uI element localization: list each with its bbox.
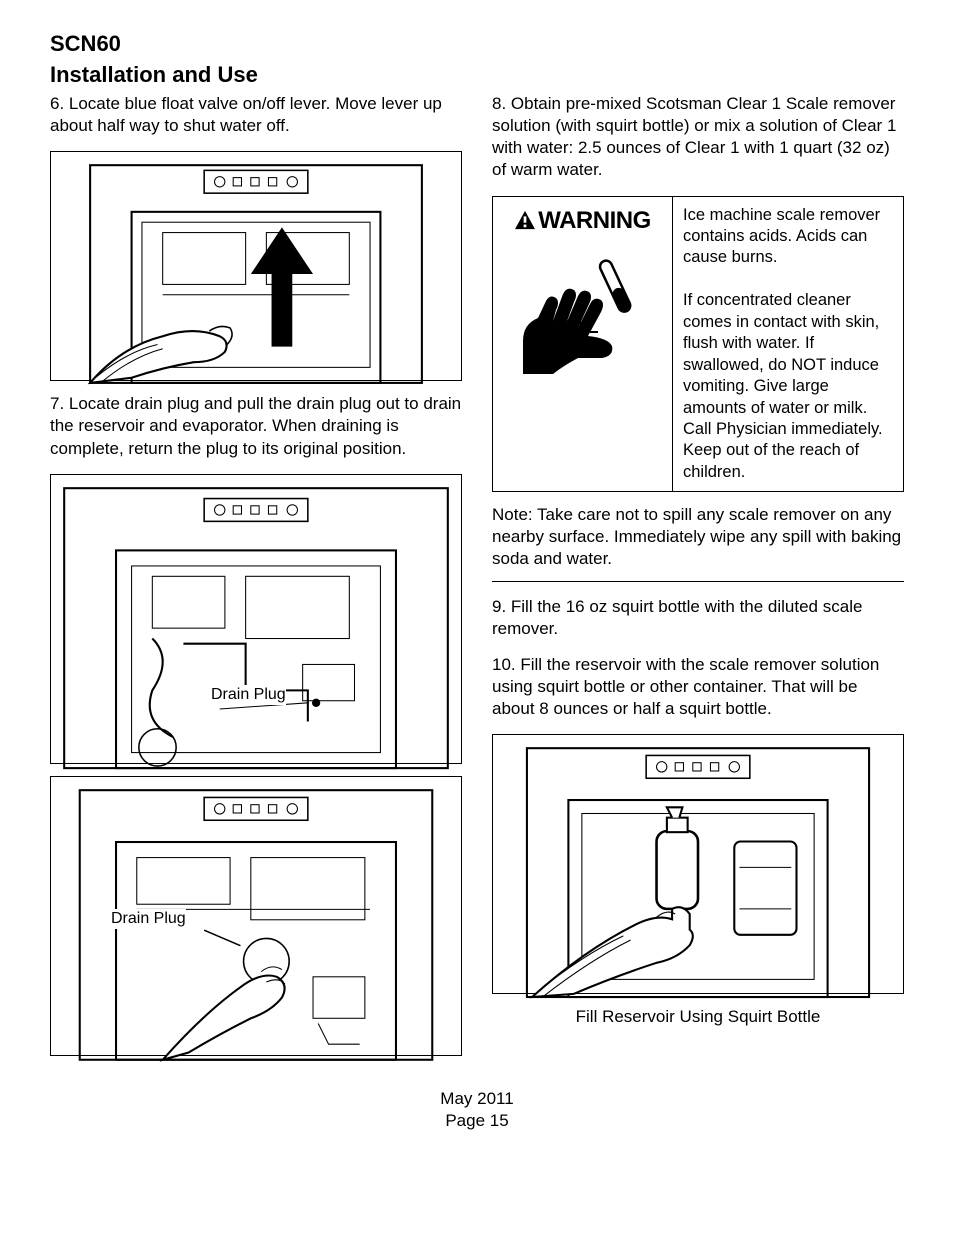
step-7-text: 7. Locate drain plug and pull the drain … (50, 393, 462, 459)
figure-drain-plug-wide: Drain Plug (50, 474, 462, 764)
figure-fill-reservoir (492, 734, 904, 994)
warning-right-panel: Ice machine scale remover contains acids… (673, 197, 903, 492)
left-column: 6. Locate blue float valve on/off lever.… (50, 93, 462, 1067)
warning-heading: WARNING (514, 205, 651, 236)
drain-plug-wide-svg (59, 483, 453, 773)
figure-caption: Fill Reservoir Using Squirt Bottle (492, 1006, 904, 1028)
step-10-text: 10. Fill the reservoir with the scale re… (492, 654, 904, 720)
step-6-text: 6. Locate blue float valve on/off lever.… (50, 93, 462, 137)
float-valve-svg (59, 160, 453, 388)
drain-plug-label-1: Drain Plug (211, 685, 286, 706)
warning-triangle-icon (514, 210, 536, 230)
section-title: Installation and Use (50, 61, 904, 90)
figure-drain-plug-closeup: Drain Plug (50, 776, 462, 1056)
step-8-text: 8. Obtain pre-mixed Scotsman Clear 1 Sca… (492, 93, 904, 181)
warning-paragraph-2: If concentrated cleaner comes in contact… (683, 290, 893, 483)
warning-left-panel: WARNING (493, 197, 673, 492)
drain-plug-label-2: Drain Plug (111, 909, 186, 930)
figure-float-valve (50, 151, 462, 381)
footer-date: May 2011 (50, 1088, 904, 1110)
warning-word-text: WARNING (538, 205, 651, 236)
fill-reservoir-svg (501, 743, 895, 1002)
warning-paragraph-1: Ice machine scale remover contains acids… (683, 205, 893, 269)
warning-box: WARNING (492, 196, 904, 493)
note-text: Note: Take care not to spill any scale r… (492, 504, 904, 581)
footer-page: Page 15 (50, 1110, 904, 1132)
right-column: 8. Obtain pre-mixed Scotsman Clear 1 Sca… (492, 93, 904, 1067)
page-footer: May 2011 Page 15 (50, 1088, 904, 1132)
model-title: SCN60 (50, 30, 904, 59)
acid-hand-icon (508, 246, 658, 376)
two-column-layout: 6. Locate blue float valve on/off lever.… (50, 93, 904, 1067)
step-9-text: 9. Fill the 16 oz squirt bottle with the… (492, 596, 904, 640)
